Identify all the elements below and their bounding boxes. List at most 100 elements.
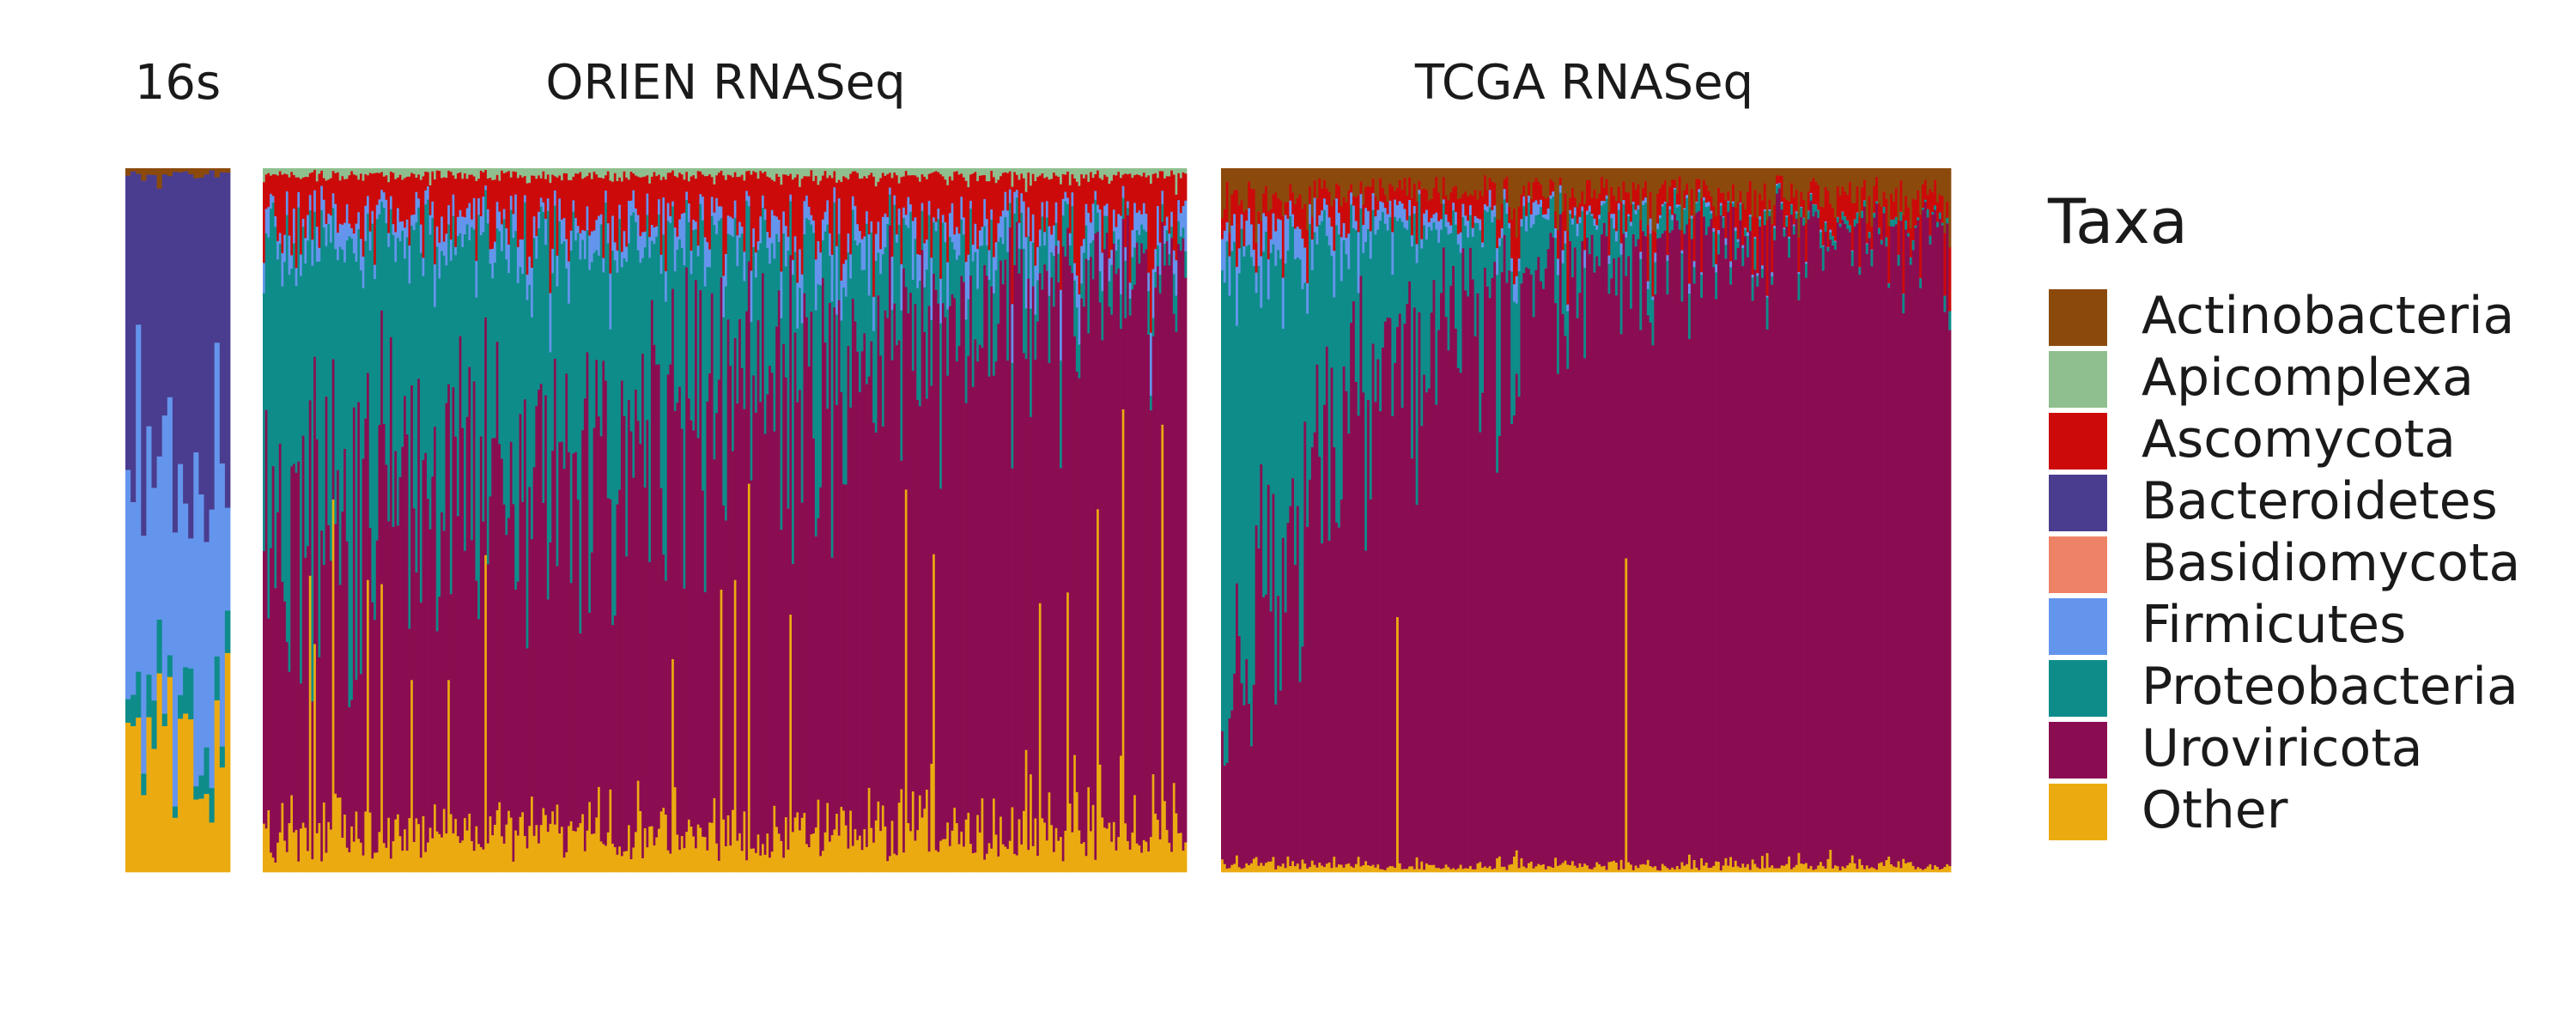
bar-segment [1500,227,1504,239]
bar-segment [1914,227,1917,870]
bar-segment [285,174,289,192]
bar-segment [613,846,617,873]
bar-segment [389,858,393,873]
bar-segment [1692,860,1696,873]
bar-segment [1020,193,1024,214]
bar-segment [1863,200,1867,207]
bar-segment [125,175,131,470]
bar-segment [944,317,947,839]
bar-segment [348,236,351,708]
bar-segment [1630,168,1633,205]
bar-segment [1805,277,1808,863]
bar-segment [1112,231,1116,245]
bar-segment [759,216,762,244]
bar-segment [1149,184,1153,334]
bar-segment [375,204,379,220]
bar-segment [1661,206,1665,234]
bar-segment [620,380,624,857]
bar-segment [464,234,467,552]
bar-segment [1031,286,1035,847]
bar-segment [1471,869,1475,873]
bar-segment [465,179,469,209]
bar-segment [1168,168,1171,177]
bar-segment [198,168,204,179]
bar-segment [1926,209,1929,218]
bar-segment [1602,201,1607,204]
bar-segment [449,239,453,262]
bar-segment [1637,868,1640,873]
bar-segment [1060,168,1063,185]
bar-segment [920,250,924,818]
bar-segment [1826,247,1830,252]
bar-segment [722,317,726,506]
bar-segment [659,273,663,489]
bar-segment [574,831,578,873]
legend-label: Firmicutes [2142,595,2406,655]
bar-segment [491,248,495,279]
bar-segment [793,168,797,179]
bar-segment [717,173,721,207]
bar-segment [847,252,850,347]
bar-segment [655,176,659,227]
bar-segment [1948,866,1952,873]
bar-segment [780,168,783,185]
bar-segment [514,168,518,173]
bar-segment [1177,200,1181,221]
bar-segment [1615,295,1619,863]
bar-segment [1145,168,1148,178]
bar-segment [1508,270,1511,865]
bar-segment [1870,867,1874,873]
bar-segment [1068,245,1072,266]
bar-segment [859,835,862,873]
bar-segment [1571,277,1575,862]
bar-segment [1142,168,1145,173]
bar-segment [1403,168,1406,179]
bar-segment [318,168,321,174]
bar-segment [1680,253,1684,302]
bar-segment [866,211,869,225]
bar-segment [1236,267,1239,327]
bar-segment [837,233,841,301]
bar-segment [1105,203,1109,217]
bar-segment [1546,208,1550,221]
bar-segment [1642,168,1645,189]
bar-segment [918,406,922,796]
bar-segment [565,373,568,853]
bar-segment [271,174,275,197]
bar-segment [198,178,204,495]
bar-segment [1303,282,1307,422]
bar-segment [997,179,1000,224]
bar-segment [821,168,825,176]
bar-segment [125,722,131,873]
bar-segment [1415,168,1419,203]
bar-segment [1751,216,1754,276]
bar-segment [297,191,301,208]
bar-segment [1406,168,1409,196]
bar-segment [434,264,437,307]
bar-segment [1119,755,1123,873]
bar-segment [1765,297,1769,330]
bar-segment [1542,217,1546,290]
bar-segment [696,171,700,246]
bar-segment [641,258,645,354]
bar-segment [397,208,400,239]
bar-segment [1534,168,1538,179]
bar-segment [1578,168,1582,203]
bar-segment [1357,857,1360,873]
bar-segment [590,168,594,179]
bar-segment [1780,203,1783,210]
bar-segment [629,859,633,873]
bar-segment [1335,168,1339,185]
bar-segment [449,172,453,240]
bar-segment [671,206,675,289]
bar-segment [572,831,575,873]
bar-segment [156,168,163,190]
bar-segment [440,178,444,217]
bar-segment [1286,856,1290,873]
bar-segment [993,168,996,178]
bar-segment [1581,168,1584,192]
bar-segment [803,293,806,814]
bar-segment [1386,168,1389,203]
bar-segment [948,306,952,847]
bar-segment [382,424,386,844]
